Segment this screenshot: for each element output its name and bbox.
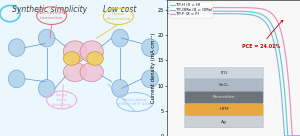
Line: TP-OMe (X = OMe): TP-OMe (X = OMe) xyxy=(167,14,300,136)
TP-H (X = H) xyxy=(181,10,185,12)
Ellipse shape xyxy=(38,80,55,97)
TP-OMe (X = OMe) xyxy=(218,13,222,14)
Ellipse shape xyxy=(142,39,158,56)
Ellipse shape xyxy=(63,52,80,65)
Ellipse shape xyxy=(80,63,103,82)
TP-F (X = F) xyxy=(181,7,185,8)
Ellipse shape xyxy=(112,29,128,47)
Text: Non-covalent
interaction: Non-covalent interaction xyxy=(37,11,66,20)
TP-F (X = F) xyxy=(263,9,266,10)
Text: Large
steric
shielding: Large steric shielding xyxy=(52,93,72,107)
Text: Passivation
effect of F atom: Passivation effect of F atom xyxy=(118,98,152,106)
TP-H (X = H) xyxy=(263,15,266,17)
TP-OMe (X = OMe) xyxy=(263,21,266,22)
Y-axis label: Current density (mA cm⁻²): Current density (mA cm⁻²) xyxy=(151,33,156,103)
TP-OMe (X = OMe) xyxy=(209,13,213,14)
Ellipse shape xyxy=(38,29,55,47)
TP-F (X = F) xyxy=(165,7,169,8)
Ellipse shape xyxy=(63,41,87,63)
Text: PCE = 24.01%: PCE = 24.01% xyxy=(242,20,283,49)
TP-H (X = H) xyxy=(218,10,222,12)
Circle shape xyxy=(0,5,20,22)
Text: Low cost: Low cost xyxy=(103,5,137,14)
TP-H (X = H) xyxy=(286,135,290,136)
TP-OMe (X = OMe) xyxy=(283,135,286,136)
TP-F (X = F) xyxy=(263,9,267,11)
TP-H (X = H) xyxy=(250,11,254,13)
TP-F (X = F) xyxy=(209,7,213,8)
Ellipse shape xyxy=(80,41,103,63)
Legend: TP-H (X = H), TP-OMe (X = OMe), TP-F (X = F): TP-H (X = H), TP-OMe (X = OMe), TP-F (X … xyxy=(169,2,213,18)
TP-H (X = H) xyxy=(165,10,169,12)
TP-OMe (X = OMe) xyxy=(181,13,185,14)
TP-OMe (X = OMe) xyxy=(165,13,169,14)
Line: TP-F (X = F): TP-F (X = F) xyxy=(167,8,300,136)
TP-F (X = F) xyxy=(291,135,294,136)
TP-F (X = F) xyxy=(218,7,222,8)
TP-H (X = H) xyxy=(209,10,213,12)
FancyBboxPatch shape xyxy=(0,0,168,136)
Ellipse shape xyxy=(63,63,87,82)
Ellipse shape xyxy=(8,39,25,56)
TP-OMe (X = OMe) xyxy=(263,21,267,23)
Ellipse shape xyxy=(8,70,25,88)
Ellipse shape xyxy=(112,80,128,97)
TP-OMe (X = OMe) xyxy=(250,14,254,16)
Ellipse shape xyxy=(142,70,158,88)
TP-F (X = F) xyxy=(250,7,254,9)
Ellipse shape xyxy=(87,52,103,65)
Text: Synthetic simplicity: Synthetic simplicity xyxy=(12,5,88,14)
Line: TP-H (X = H): TP-H (X = H) xyxy=(167,11,300,136)
Text: Planar
Passivation: Planar Passivation xyxy=(106,12,130,21)
TP-H (X = H) xyxy=(263,16,267,17)
